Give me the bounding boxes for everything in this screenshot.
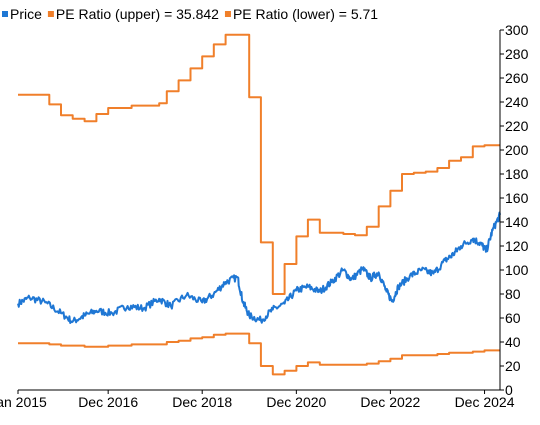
y-tick-label: 280 bbox=[505, 46, 529, 62]
y-tick-label: 40 bbox=[505, 334, 521, 350]
y-tick-label: 100 bbox=[505, 262, 529, 278]
series-line-0 bbox=[17, 211, 501, 324]
y-tick-label: 300 bbox=[505, 22, 529, 38]
x-tick-label: Dec 2020 bbox=[266, 394, 326, 410]
plot-area bbox=[17, 33, 501, 376]
legend-label: Price bbox=[10, 6, 42, 22]
y-tick-label: 260 bbox=[505, 70, 529, 86]
x-tick-label: Dec 2024 bbox=[455, 394, 515, 410]
legend-swatch bbox=[2, 11, 8, 17]
y-tick-label: 220 bbox=[505, 118, 529, 134]
y-tick-label: 0 bbox=[505, 382, 513, 398]
legend-label: PE Ratio (lower) = 5.71 bbox=[233, 6, 378, 22]
x-axis: Jan 2015 Dec 2016 Dec 2018 Dec 2020 Dec 2022… bbox=[0, 389, 515, 410]
y-tick-label: 160 bbox=[505, 190, 529, 206]
y-tick-label: 200 bbox=[505, 142, 529, 158]
legend-label: PE Ratio (upper) = 35.842 bbox=[56, 6, 219, 22]
series-line-2 bbox=[18, 332, 500, 376]
x-tick-label: Dec 2016 bbox=[78, 394, 138, 410]
y-tick-label: 20 bbox=[505, 358, 521, 374]
legend: Price PE Ratio (upper) = 35.842 PE Ratio (… bbox=[2, 6, 378, 22]
x-tick-label: Jan 2015 bbox=[0, 394, 47, 410]
legend-swatch bbox=[47, 11, 54, 17]
y-axis: 0 20 40 60 80 100 120 140 160 180 200 220 240 260 280 3… bbox=[499, 22, 529, 398]
y-tick-label: 120 bbox=[505, 238, 529, 254]
y-tick-label: 180 bbox=[505, 166, 529, 182]
x-tick-label: Dec 2018 bbox=[172, 394, 232, 410]
y-tick-label: 60 bbox=[505, 310, 521, 326]
legend-swatch bbox=[224, 11, 231, 17]
y-tick-label: 140 bbox=[505, 214, 529, 230]
y-tick-label: 240 bbox=[505, 94, 529, 110]
x-tick-label: Dec 2022 bbox=[360, 394, 420, 410]
y-tick-label: 80 bbox=[505, 286, 521, 302]
series-line-1 bbox=[18, 33, 500, 295]
